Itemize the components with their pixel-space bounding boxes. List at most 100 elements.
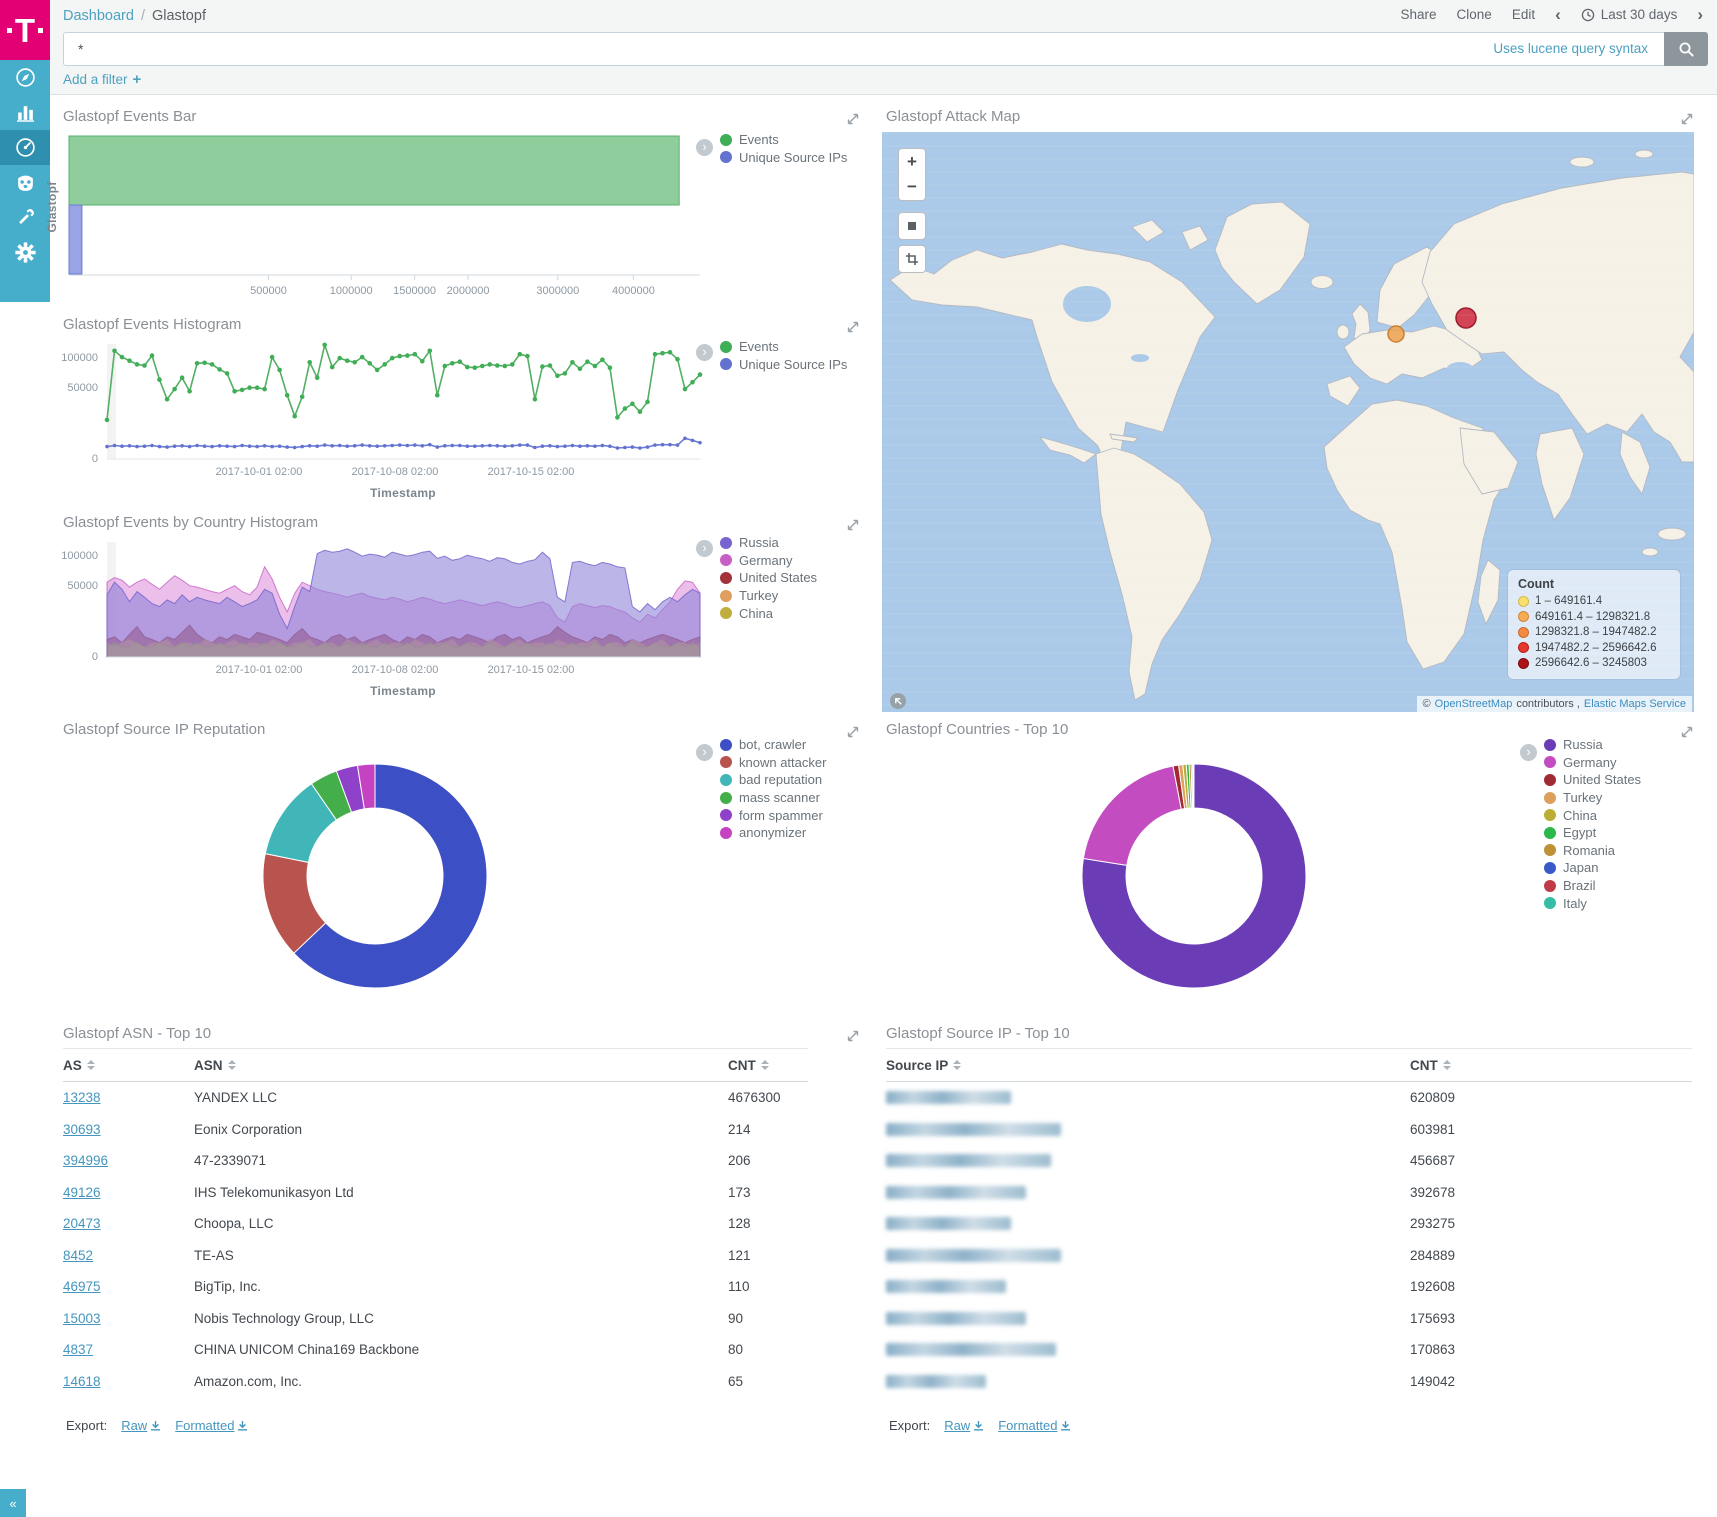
legend-item[interactable]: Russia	[1544, 736, 1641, 754]
legend-item[interactable]: United States	[720, 569, 817, 587]
sort-icon[interactable]	[227, 1060, 236, 1070]
countries-donut-chart[interactable]	[1064, 746, 1324, 1006]
legend-item[interactable]: known attacker	[720, 754, 826, 772]
add-filter-button[interactable]: Add a filter +	[63, 71, 141, 88]
legend-item[interactable]: China	[720, 604, 817, 622]
legend-item[interactable]: Japan	[1544, 859, 1641, 877]
expand-panel-icon[interactable]	[846, 1029, 860, 1043]
legend-toggle-icon[interactable]	[696, 344, 713, 361]
expand-panel-icon[interactable]	[846, 320, 860, 334]
edit-button[interactable]: Edit	[1511, 7, 1536, 22]
legend-toggle-icon[interactable]	[696, 540, 713, 557]
legend-item[interactable]: United States	[1544, 771, 1641, 789]
breadcrumb-dashboard-link[interactable]: Dashboard	[63, 8, 134, 24]
legend-item[interactable]: Egypt	[1544, 824, 1641, 842]
as-link[interactable]: 20473	[63, 1216, 101, 1232]
legend-item[interactable]: anonymizer	[720, 824, 826, 842]
legend-toggle-icon[interactable]	[696, 139, 713, 156]
map-draw-rectangle-button[interactable]	[898, 245, 926, 273]
attribution-toggle-button[interactable]	[890, 693, 906, 709]
legend-item[interactable]: Italy	[1544, 894, 1641, 912]
as-link[interactable]: 46975	[63, 1279, 101, 1295]
map-zoom-out-button[interactable]: −	[898, 174, 926, 201]
time-picker[interactable]: Last 30 days	[1581, 7, 1677, 22]
attack-point[interactable]	[1455, 307, 1477, 329]
as-link[interactable]: 13238	[63, 1090, 101, 1106]
country-histogram-chart[interactable]	[63, 536, 808, 664]
events-histogram-chart[interactable]	[63, 338, 808, 466]
events-bar-chart[interactable]: 500000 1000000 1500000 2000000 3000000 400000…	[63, 128, 808, 306]
legend-item[interactable]: Germany	[1544, 754, 1641, 772]
donut-slice[interactable]	[293, 763, 488, 989]
expand-panel-icon[interactable]	[1680, 112, 1694, 126]
as-link[interactable]: 49126	[63, 1184, 101, 1200]
sidebar-item-visualize[interactable]	[0, 95, 50, 130]
legend-item[interactable]: Unique Source IPs	[720, 149, 847, 167]
donut-slice[interactable]	[1082, 765, 1182, 866]
legend-item[interactable]: bad reputation	[720, 771, 826, 789]
sidebar-collapse-button[interactable]	[0, 1489, 26, 1517]
legend-toggle-icon[interactable]	[696, 744, 713, 761]
as-link[interactable]: 8452	[63, 1247, 94, 1263]
as-link[interactable]: 394996	[63, 1153, 109, 1169]
sort-icon[interactable]	[760, 1060, 769, 1070]
legend-item[interactable]: Brazil	[1544, 877, 1641, 895]
elastic-maps-link[interactable]: Elastic Maps Service	[1583, 698, 1686, 710]
legend-item[interactable]: Germany	[720, 552, 817, 570]
search-input[interactable]: * Uses lucene query syntax	[63, 32, 1664, 66]
legend-item[interactable]: form spammer	[720, 806, 826, 824]
as-link[interactable]: 30693	[63, 1121, 101, 1137]
expand-panel-icon[interactable]	[846, 725, 860, 739]
attack-point[interactable]	[1387, 325, 1405, 343]
sidebar-item-dashboard[interactable]	[0, 130, 50, 165]
map-fit-data-button[interactable]	[898, 212, 926, 240]
column-header-Source IP[interactable]: Source IP	[886, 1058, 1410, 1073]
legend-item[interactable]: Events	[720, 131, 847, 149]
column-header-CNT[interactable]: CNT	[728, 1058, 808, 1073]
expand-panel-icon[interactable]	[846, 518, 860, 532]
search-button[interactable]	[1664, 32, 1708, 66]
expand-panel-icon[interactable]	[1680, 725, 1694, 739]
telekom-logo[interactable]: T	[0, 0, 50, 60]
expand-panel-icon[interactable]	[846, 112, 860, 126]
column-header-CNT[interactable]: CNT	[1410, 1058, 1692, 1073]
lucene-syntax-link[interactable]: Uses lucene query syntax	[1493, 41, 1648, 56]
openstreetmap-link[interactable]: OpenStreetMap	[1434, 698, 1513, 710]
attack-map[interactable]: + − Count 1 – 649161.4 649161.4 – 1298321…	[882, 132, 1694, 712]
legend-toggle-icon[interactable]	[1520, 744, 1537, 761]
sort-icon[interactable]	[86, 1060, 95, 1070]
donut-slice[interactable]	[1192, 763, 1195, 809]
legend-item[interactable]: Turkey	[1544, 789, 1641, 807]
donut-slice[interactable]	[1081, 763, 1307, 989]
legend-item[interactable]: Unique Source IPs	[720, 356, 847, 374]
map-zoom-in-button[interactable]: +	[898, 148, 926, 176]
as-link[interactable]: 15003	[63, 1310, 101, 1326]
legend-item[interactable]: Events	[720, 338, 847, 356]
sidebar-item-dev-tools[interactable]	[0, 200, 50, 235]
as-link[interactable]: 14618	[63, 1373, 101, 1389]
sidebar-item-discover[interactable]	[0, 60, 50, 95]
legend-item[interactable]: Russia	[720, 534, 817, 552]
time-back-icon[interactable]: ‹	[1555, 4, 1561, 24]
export-raw-link[interactable]: Raw	[944, 1418, 984, 1433]
legend-item[interactable]: China	[1544, 806, 1641, 824]
legend-item[interactable]: mass scanner	[720, 789, 826, 807]
bar-Unique Source IPs[interactable]	[68, 204, 83, 275]
reputation-donut-chart[interactable]	[245, 746, 505, 1006]
export-raw-link[interactable]: Raw	[121, 1418, 161, 1433]
legend-item[interactable]: bot, crawler	[720, 736, 826, 754]
time-forward-icon[interactable]: ›	[1697, 4, 1703, 24]
sidebar-item-timelion[interactable]	[0, 165, 50, 200]
share-button[interactable]: Share	[1400, 7, 1437, 22]
sort-icon[interactable]	[1442, 1060, 1451, 1070]
clone-button[interactable]: Clone	[1456, 7, 1492, 22]
bar-Events[interactable]	[68, 135, 680, 206]
export-formatted-link[interactable]: Formatted	[998, 1418, 1071, 1433]
donut-slice[interactable]	[356, 763, 376, 810]
sidebar-item-management[interactable]	[0, 235, 50, 270]
column-header-AS[interactable]: AS	[63, 1058, 194, 1073]
column-header-ASN[interactable]: ASN	[194, 1058, 728, 1073]
export-formatted-link[interactable]: Formatted	[175, 1418, 248, 1433]
legend-item[interactable]: Romania	[1544, 842, 1641, 860]
legend-item[interactable]: Turkey	[720, 587, 817, 605]
